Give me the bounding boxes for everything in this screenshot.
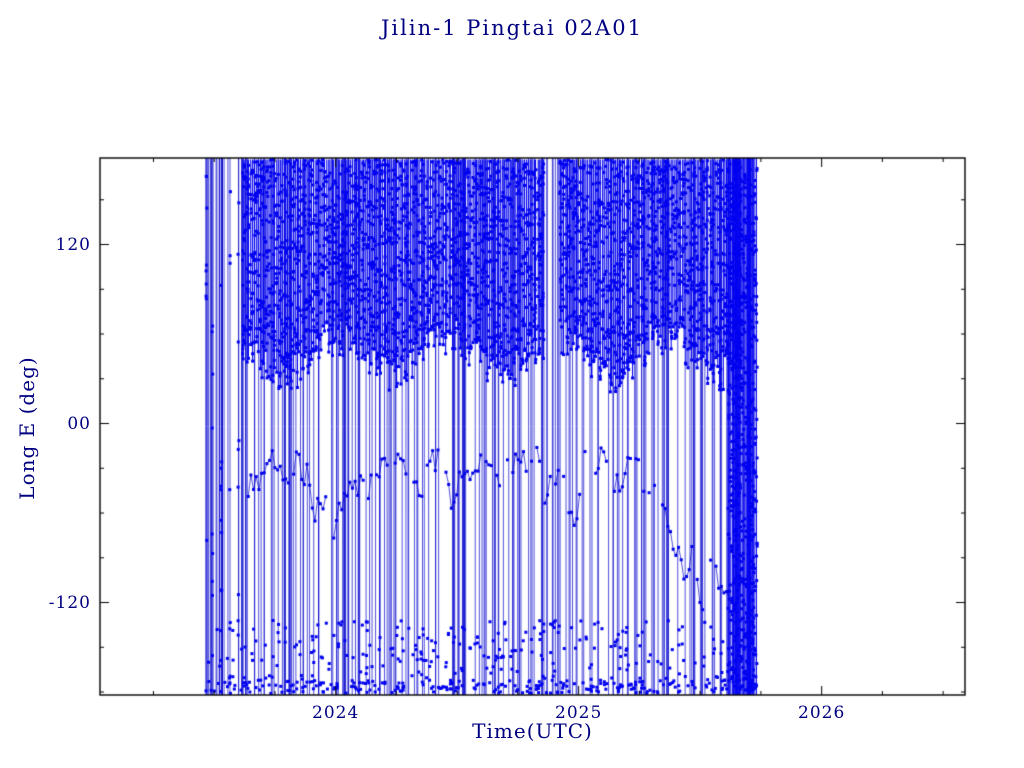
x-tick-label: 2024 [312, 703, 360, 723]
x-tick-label: 2025 [555, 703, 603, 723]
x-axis-label: Time(UTC) [472, 719, 593, 743]
y-axis-label: Long E (deg) [15, 356, 39, 500]
y-tick-label: 00 [67, 413, 91, 434]
y-tick-label: 120 [55, 234, 91, 255]
y-tick-label: -120 [48, 592, 91, 613]
x-tick-label: 2026 [798, 703, 846, 723]
chart-title: Jilin-1 Pingtai 02A01 [381, 16, 643, 40]
